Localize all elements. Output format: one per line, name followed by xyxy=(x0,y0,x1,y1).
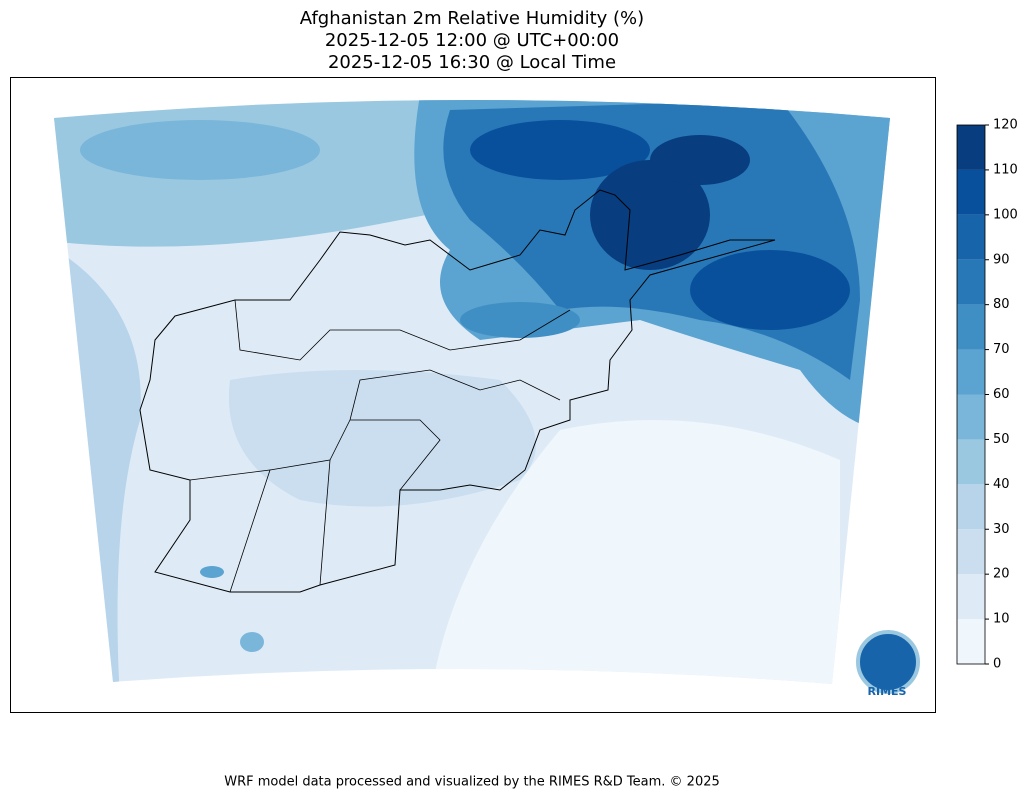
footer: WRF model data processed and visualized … xyxy=(224,775,720,790)
logo-emblem xyxy=(856,630,920,694)
colorbar-band xyxy=(957,214,985,260)
colorbar: 0 10 20 30 40 50 60 70 80 90 100 110 120 xyxy=(956,118,1018,672)
colorbar-band xyxy=(957,169,985,215)
province-border xyxy=(189,299,571,593)
colorbar-band xyxy=(957,484,985,530)
colorbar-band xyxy=(957,439,985,485)
title-line: Afghanistan 2m Relative Humidity (%) xyxy=(300,8,644,29)
colorbar-tick-label: 120 xyxy=(993,118,1018,133)
humidity-field xyxy=(54,100,890,684)
colorbar-tick-label: 80 xyxy=(993,297,1010,312)
field-band xyxy=(228,370,536,507)
logo: RIMES xyxy=(856,630,920,698)
colorbar-tick-label: 100 xyxy=(993,207,1018,222)
field-blob xyxy=(590,160,710,270)
colorbar-band xyxy=(957,349,985,395)
colorbar-tick-label: 0 xyxy=(993,657,1001,672)
colorbar-tick-label: 50 xyxy=(993,432,1010,447)
colorbar-tick-label: 110 xyxy=(993,162,1018,177)
colorbar-band xyxy=(957,574,985,620)
colorbar-tick-label: 30 xyxy=(993,522,1010,537)
colorbar-band xyxy=(957,125,985,170)
field-blob xyxy=(460,302,580,338)
colorbar-band xyxy=(957,394,985,440)
field-blob xyxy=(200,566,224,578)
colorbar-tick-label: 70 xyxy=(993,342,1010,357)
colorbar-band xyxy=(957,529,985,575)
country-border xyxy=(139,189,776,593)
field-blob xyxy=(470,120,650,180)
logo-text: RIMES xyxy=(868,685,907,698)
title-line: 2025-12-05 16:30 @ Local Time xyxy=(328,52,616,73)
colorbar-band xyxy=(957,304,985,350)
title-line: 2025-12-05 12:00 @ UTC+00:00 xyxy=(325,30,619,51)
colorbar-tick-label: 60 xyxy=(993,387,1010,402)
colorbar-tick-label: 90 xyxy=(993,252,1010,267)
field-blob xyxy=(690,250,850,330)
field-band xyxy=(430,420,840,684)
colorbar-tick-label: 40 xyxy=(993,477,1010,492)
colorbar-tick-label: 10 xyxy=(993,612,1010,627)
field-blob xyxy=(240,632,264,652)
field-blob xyxy=(650,135,750,185)
colorbar-tick-label: 20 xyxy=(993,567,1010,582)
colorbar-band xyxy=(957,619,985,664)
field-blob xyxy=(80,120,320,180)
colorbar-band xyxy=(957,259,985,305)
